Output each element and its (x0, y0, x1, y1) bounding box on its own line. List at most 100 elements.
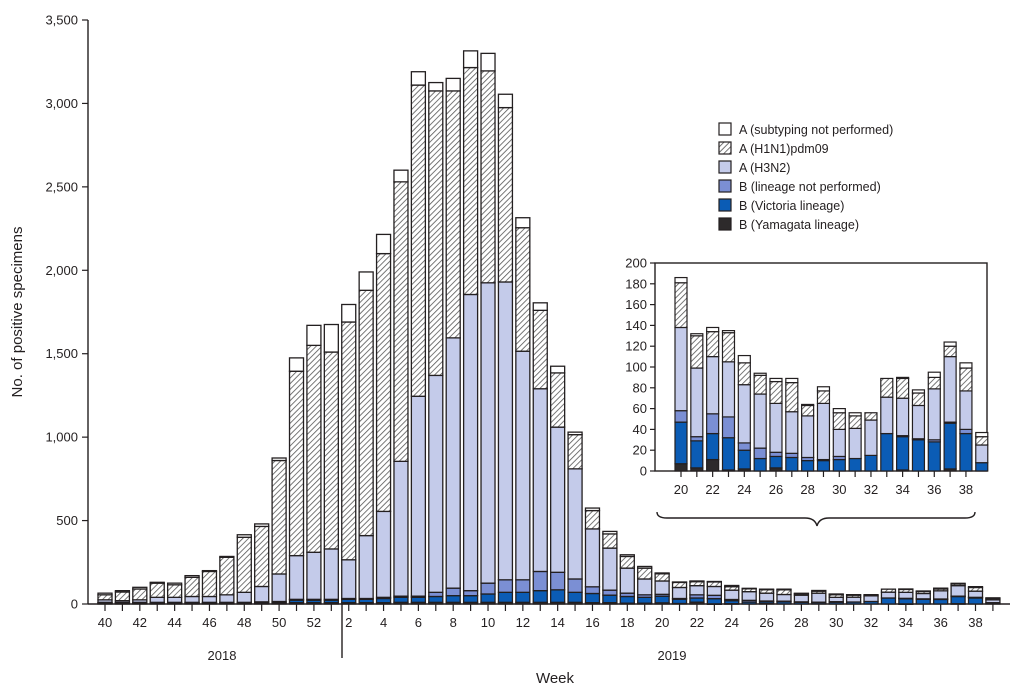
bar-segment (724, 589, 740, 601)
inset-y-tick-label: 20 (633, 443, 647, 458)
inset-bar-segment (959, 432, 973, 472)
inset-brace (656, 511, 976, 527)
legend-swatch (718, 160, 732, 174)
bar-segment (480, 282, 496, 584)
bar-segment (236, 536, 252, 593)
bar-segment (671, 586, 688, 600)
bar-segment (375, 510, 392, 598)
x-tick-label: 52 (307, 615, 321, 630)
legend-label: B (Yamagata lineage) (739, 218, 859, 232)
bar-segment (236, 591, 252, 603)
inset-bar-segment (880, 377, 894, 398)
inset-bar-segment (753, 372, 767, 376)
bar-segment (793, 592, 810, 595)
inset-bar-segment (737, 442, 751, 451)
y-tick-label: 1,500 (45, 346, 78, 361)
bar-segment (637, 565, 653, 569)
x-tick-label: 32 (864, 615, 878, 630)
bar-segment (358, 289, 374, 537)
y-axis-label: No. of positive specimens (9, 227, 26, 398)
inset-bar-segment (975, 431, 989, 438)
inset-y-tick-label: 100 (625, 360, 647, 375)
bar-segment (445, 595, 461, 603)
inset-bar-segment (816, 390, 831, 405)
inset-bar-segment (959, 390, 973, 431)
inset-bar-segment (737, 354, 751, 364)
bar-segment (254, 523, 270, 528)
bar-segment (184, 576, 200, 598)
bar-segment (654, 595, 670, 604)
bar-segment (306, 551, 322, 600)
x-tick-label: 34 (899, 615, 913, 630)
inset-bar-segment (911, 439, 926, 472)
inset-bar-segment (706, 432, 720, 461)
bar-segment (776, 588, 792, 591)
bar-segment (933, 590, 949, 600)
inset-bar-segment (690, 335, 704, 369)
bar-segment (428, 595, 444, 603)
bar-segment (602, 547, 618, 591)
bar-segment (637, 596, 653, 604)
bar-segment (497, 579, 514, 593)
bar-segment (271, 457, 287, 462)
bar-segment (462, 50, 479, 69)
x-tick-label: 42 (133, 615, 147, 630)
bar-segment (375, 252, 392, 513)
inset-bar-segment (801, 403, 815, 407)
bar-segment (654, 580, 670, 595)
bar-segment (550, 365, 566, 374)
inset-bar-segment (880, 432, 894, 472)
bar-segment (480, 582, 496, 595)
bar-segment (410, 596, 427, 603)
inset-bar-segment (706, 356, 720, 415)
inset-x-tick-label: 20 (674, 482, 688, 497)
bar-segment (497, 93, 514, 109)
inset-y-tick-label: 200 (625, 256, 647, 271)
bar-segment (619, 567, 635, 594)
inset-bar-segment (927, 376, 941, 390)
inset-bar-segment (848, 457, 862, 472)
bar-segment (201, 569, 218, 573)
bar-segment (567, 433, 583, 470)
bar-segment (271, 573, 287, 603)
inset-bar-segment (753, 374, 767, 395)
inset-bar-segment (896, 397, 910, 437)
inset-bar-segment (959, 428, 973, 435)
inset-bar-segment (911, 404, 926, 440)
bar-segment (811, 592, 827, 603)
y-tick-label: 2,000 (45, 263, 78, 278)
inset-x-tick-label: 32 (864, 482, 878, 497)
inset-x-tick-label: 38 (959, 482, 973, 497)
bar-segment (323, 548, 339, 600)
bar-segment (915, 590, 931, 593)
bar-segment (428, 374, 444, 593)
bar-segment (166, 584, 183, 598)
inset-bar-segment (753, 393, 767, 449)
bar-segment (967, 585, 984, 589)
bar-segment (532, 309, 548, 390)
bar-segment (410, 71, 427, 86)
bar-segment (515, 350, 531, 581)
bar-segment (654, 572, 670, 575)
bar-segment (393, 181, 409, 462)
bar-segment (532, 302, 548, 311)
bar-segment (567, 591, 583, 603)
bar-segment (515, 217, 531, 229)
bar-segment (741, 591, 757, 601)
bar-segment (254, 585, 270, 603)
inset-chart: 0 20 40 60 80 100 120 140 160 180 200 20 22 24 26 28 30 3… (625, 256, 989, 497)
bar-segment (619, 595, 635, 604)
inset-bar-segment (864, 419, 878, 457)
inset-bar-segment (927, 441, 941, 472)
legend-label: A (H1N1)pdm09 (739, 142, 829, 156)
bar-segment (584, 586, 601, 595)
legend-label: A (subtyping not performed) (739, 123, 893, 137)
inset-bar-segment (690, 436, 704, 442)
bar-segment (863, 595, 879, 603)
inset-bar-segment (911, 392, 926, 407)
inset-bar-segment (832, 428, 846, 458)
inset-x-tick-label: 28 (800, 482, 814, 497)
bar-segment (480, 52, 496, 72)
bar-segment (341, 559, 357, 600)
x-tick-label: 12 (516, 615, 530, 630)
